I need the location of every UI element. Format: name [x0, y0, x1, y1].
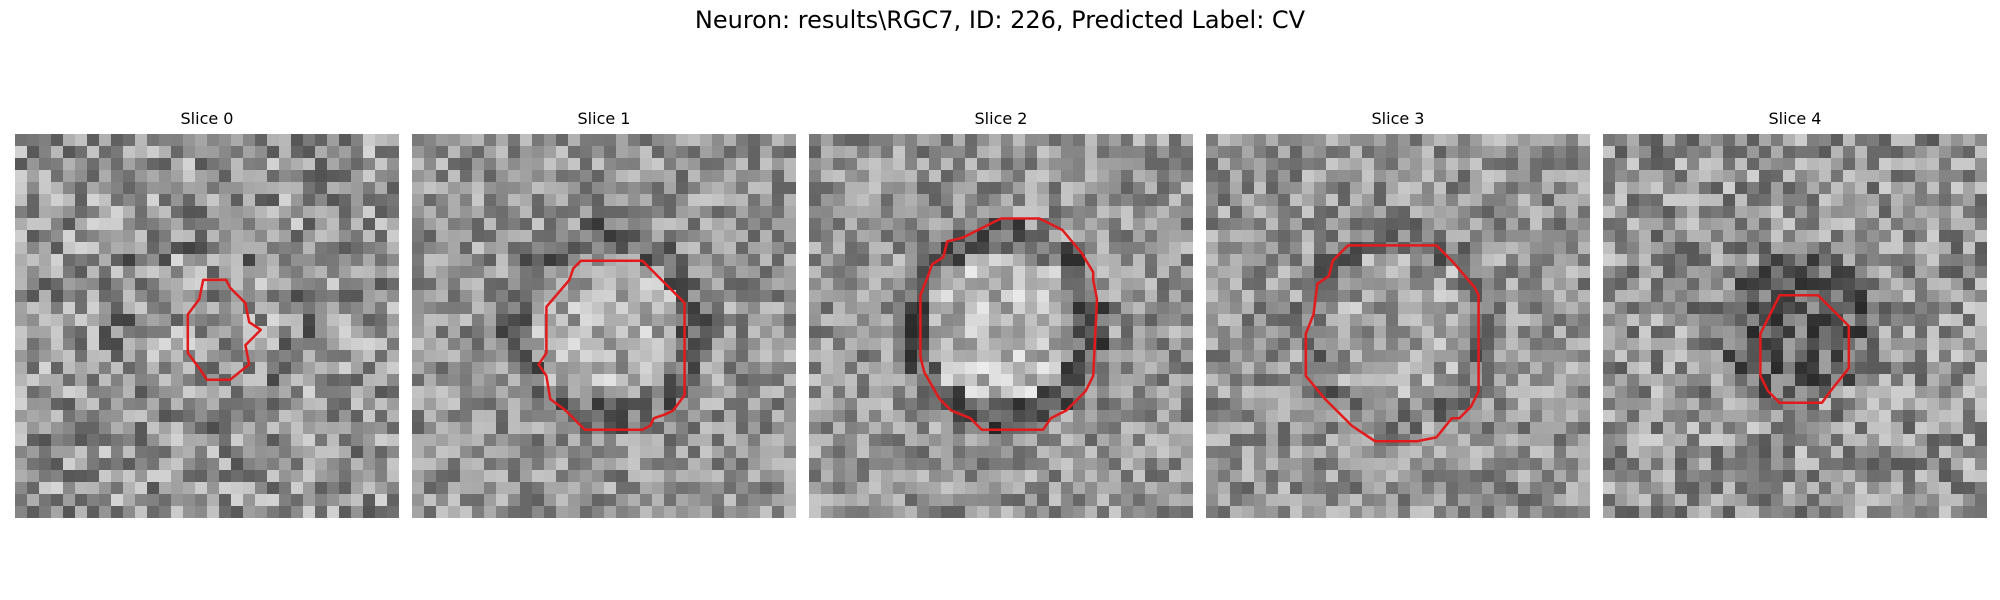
slice-panel-0: Slice 0 [15, 108, 399, 518]
neuron-contour [1759, 294, 1851, 405]
slice-title: Slice 4 [1768, 109, 1822, 128]
slice-panel-2: Slice 2 [809, 108, 1193, 518]
neuron-contour [186, 278, 263, 382]
slice-image [412, 134, 796, 518]
neuron-contour [1304, 244, 1480, 443]
neuron-contour [537, 259, 686, 431]
slice-image [1603, 134, 1987, 518]
slice-image [809, 134, 1193, 518]
slice-title: Slice 3 [1371, 109, 1425, 128]
slice-panel-3: Slice 3 [1206, 108, 1590, 518]
slice-title: Slice 1 [577, 109, 631, 128]
slice-panel-1: Slice 1 [412, 108, 796, 518]
slice-image [15, 134, 399, 518]
slice-title: Slice 2 [974, 109, 1028, 128]
slice-title: Slice 0 [180, 109, 234, 128]
slice-image [1206, 134, 1590, 518]
figure-title: Neuron: results\RGC7, ID: 226, Predicted… [694, 6, 1306, 34]
slice-panel-4: Slice 4 [1603, 108, 1987, 518]
neuron-contour [919, 217, 1099, 431]
